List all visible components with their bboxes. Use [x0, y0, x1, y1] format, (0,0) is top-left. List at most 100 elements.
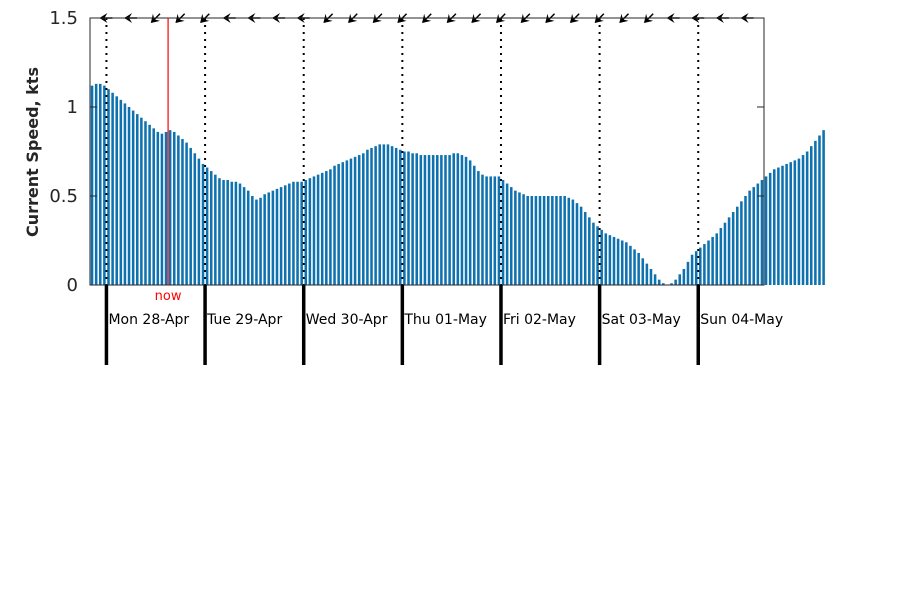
arrow-head: [446, 13, 456, 23]
bar: [152, 128, 155, 285]
bar: [699, 247, 702, 285]
bar: [366, 149, 369, 285]
bar: [736, 206, 739, 285]
bar: [246, 190, 250, 285]
bar: [399, 149, 402, 285]
bar: [567, 197, 571, 285]
bar: [789, 162, 792, 285]
bar: [641, 258, 645, 285]
bar: [440, 155, 443, 285]
bar: [296, 181, 299, 285]
bar: [140, 117, 143, 286]
bar: [160, 133, 164, 285]
bar-series: [90, 83, 825, 286]
bar: [723, 222, 727, 285]
arrow-head: [594, 13, 604, 23]
bar: [460, 155, 464, 285]
day-label: Sun 04-May: [700, 312, 783, 328]
bar: [407, 151, 410, 285]
bar: [727, 217, 731, 285]
bar: [201, 163, 205, 285]
bar: [374, 146, 377, 285]
bar: [275, 188, 279, 285]
arrow-head: [643, 13, 654, 23]
bar: [514, 190, 517, 285]
arrow-head: [348, 13, 358, 23]
bar: [690, 254, 694, 285]
bar: [423, 155, 427, 285]
bar: [805, 151, 809, 285]
bar: [292, 181, 295, 285]
arrow-head: [175, 13, 185, 23]
bar: [579, 206, 583, 285]
arrow-head: [422, 13, 432, 23]
bar: [411, 153, 414, 285]
bar: [135, 114, 139, 286]
bar: [357, 155, 361, 285]
bar: [551, 196, 554, 285]
bar: [809, 146, 813, 285]
day-label: Sat 03-May: [602, 312, 681, 328]
bar: [279, 187, 283, 285]
bar: [818, 135, 821, 285]
bar: [649, 268, 653, 285]
bar: [205, 167, 209, 285]
bar: [563, 196, 566, 285]
bar: [127, 107, 131, 285]
bar: [362, 153, 365, 285]
bar: [107, 89, 110, 285]
bar: [370, 147, 373, 285]
bar: [493, 176, 497, 285]
bar: [764, 176, 768, 285]
bar: [123, 103, 127, 285]
bar: [534, 196, 538, 285]
bar: [308, 178, 312, 285]
bar: [172, 131, 176, 285]
bar: [472, 165, 476, 285]
bar: [715, 233, 719, 285]
day-label: Mon 28-Apr: [108, 312, 189, 328]
arrow-head: [545, 13, 555, 23]
bar: [711, 236, 714, 285]
bar: [168, 130, 172, 285]
bar: [259, 197, 262, 285]
bar: [509, 187, 513, 285]
bar: [773, 169, 776, 285]
bar: [583, 212, 587, 285]
bar: [604, 233, 608, 285]
bar: [538, 196, 542, 285]
bar: [814, 140, 817, 285]
bar: [230, 181, 234, 285]
bar: [653, 274, 657, 285]
bar: [238, 183, 242, 285]
arrow-head: [323, 13, 333, 23]
bar: [431, 155, 435, 285]
bar: [209, 171, 213, 285]
bar: [390, 146, 394, 285]
bar: [320, 172, 324, 285]
bar: [271, 190, 275, 285]
bar: [645, 263, 649, 285]
arrow-head: [471, 13, 481, 23]
bar: [731, 212, 735, 285]
bar: [546, 196, 550, 285]
bar: [625, 242, 628, 285]
bar: [633, 249, 636, 285]
bar: [90, 85, 94, 285]
y-tick-label: 0.5: [49, 186, 78, 207]
bar: [559, 196, 562, 285]
bar: [629, 245, 632, 285]
bar: [526, 196, 529, 285]
bar: [518, 192, 521, 285]
bar: [333, 165, 336, 285]
bar: [185, 142, 188, 285]
bar: [415, 153, 418, 285]
bar: [678, 274, 682, 285]
bar: [255, 199, 258, 285]
bar: [670, 283, 673, 285]
bar: [612, 236, 616, 285]
bar: [164, 131, 168, 285]
bar: [571, 199, 575, 285]
now-label: now: [155, 289, 182, 304]
bar: [797, 158, 801, 285]
